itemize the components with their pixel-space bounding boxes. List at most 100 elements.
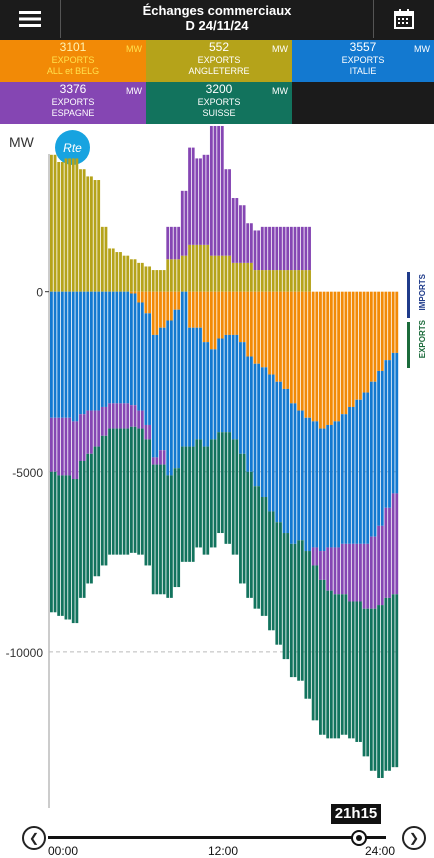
bar-segment xyxy=(133,405,137,427)
bar-segment xyxy=(388,597,391,771)
bar-segment xyxy=(297,540,301,681)
bar-segment xyxy=(315,565,319,721)
bar-segment xyxy=(180,446,184,562)
bar-segment xyxy=(93,446,97,577)
bar-segment xyxy=(282,270,286,292)
bar-segment xyxy=(369,536,373,609)
bar-segment xyxy=(82,291,86,415)
bar-segment xyxy=(199,158,202,245)
slider-handle[interactable] xyxy=(351,830,367,846)
bar-segment xyxy=(199,244,202,292)
bar-segment xyxy=(100,291,104,407)
bar-segment xyxy=(144,313,148,425)
bar-segment xyxy=(231,262,235,292)
slider-track[interactable] xyxy=(48,836,386,839)
bar-segment xyxy=(275,291,279,382)
bar-segment xyxy=(340,414,344,544)
bar-segment xyxy=(89,176,93,292)
tile-empty xyxy=(292,82,434,124)
bar-segment xyxy=(213,439,217,548)
bar-segment xyxy=(162,464,166,595)
tile-country: ANGLETERRE xyxy=(188,66,250,76)
tile-italie[interactable]: 3557 MW EXPORTS ITALIE xyxy=(292,40,434,82)
bar-segment xyxy=(228,255,231,292)
bar-segment xyxy=(137,291,141,303)
y-tick-label: -5000 xyxy=(12,466,43,480)
bar-segment xyxy=(50,154,53,292)
bar-segment xyxy=(297,226,301,271)
bar-segment xyxy=(126,428,130,555)
bar-segment xyxy=(115,428,119,555)
tile-suisse[interactable]: 3200 MW EXPORTS SUISSE xyxy=(146,82,292,124)
bar-segment xyxy=(333,291,337,422)
bar-segment xyxy=(97,180,101,292)
bar-segment xyxy=(217,338,221,433)
exchange-chart: 0 -5000 -10000 xyxy=(6,125,399,808)
next-button[interactable]: ❯ xyxy=(402,826,426,850)
bar-segment xyxy=(239,205,242,263)
bar-segment xyxy=(188,446,191,562)
bar-segment xyxy=(155,464,159,595)
calendar-button[interactable] xyxy=(373,0,434,38)
bar-segment xyxy=(300,291,304,411)
bar-segment xyxy=(351,406,355,544)
bar-segment xyxy=(268,511,271,631)
bar-segment xyxy=(213,255,217,292)
bar-segment xyxy=(220,255,224,292)
tile-espagne[interactable]: 3376 MW EXPORTS ESPAGNE xyxy=(0,82,146,124)
bar-segment xyxy=(257,363,261,487)
bar-segment xyxy=(173,259,177,292)
bar-segment xyxy=(177,259,181,292)
bar-segment xyxy=(57,417,61,476)
bar-segment xyxy=(202,244,206,292)
bar-segment xyxy=(111,428,115,555)
bar-segment xyxy=(231,439,235,555)
bar-segment xyxy=(282,388,286,534)
bar-segment xyxy=(340,594,344,735)
bar-segment xyxy=(126,291,130,404)
bar-segment xyxy=(293,226,297,271)
menu-button[interactable] xyxy=(0,0,61,38)
y-axis-unit: MW xyxy=(9,134,34,150)
tile-country: ITALIE xyxy=(349,66,377,76)
bar-segment xyxy=(82,414,86,461)
bar-segment xyxy=(151,464,155,595)
bar-segment xyxy=(308,226,311,271)
bar-segment xyxy=(140,428,144,555)
bar-segment xyxy=(315,547,319,566)
bar-segment xyxy=(326,590,330,739)
bar-segment xyxy=(268,226,271,271)
imports-arrow-icon xyxy=(407,272,410,318)
exports-arrow-icon xyxy=(407,322,410,368)
bar-segment xyxy=(137,410,141,429)
previous-button[interactable]: ❮ xyxy=(22,826,46,850)
bar-segment xyxy=(388,360,391,508)
tile-angleterre[interactable]: 552 MW EXPORTS ANGLETERRE xyxy=(146,40,292,82)
bar-segment xyxy=(348,291,351,407)
bar-segment xyxy=(257,291,261,364)
bar-segment xyxy=(199,327,202,440)
bar-segment xyxy=(209,125,213,256)
bar-segment xyxy=(373,608,377,771)
tile-all-belg[interactable]: 3101 MW EXPORTS ALL et BELG xyxy=(0,40,146,82)
bar-segment xyxy=(60,475,64,616)
bar-segment xyxy=(104,226,108,292)
bar-segment xyxy=(286,291,290,389)
bar-segment xyxy=(359,543,362,602)
bar-segment xyxy=(249,262,253,292)
bar-segment xyxy=(173,309,177,469)
bar-segment xyxy=(159,450,162,465)
bar-segment xyxy=(137,428,141,555)
bar-segment xyxy=(329,291,333,425)
bar-segment xyxy=(264,497,268,616)
bar-segment xyxy=(224,291,228,335)
bar-segment xyxy=(384,291,388,361)
tick-end: 24:00 xyxy=(365,844,396,858)
bar-segment xyxy=(133,259,137,292)
bar-segment xyxy=(289,291,293,404)
bar-segment xyxy=(177,309,181,469)
bar-segment xyxy=(326,547,330,591)
bar-segment xyxy=(148,439,151,566)
bar-segment xyxy=(169,226,173,260)
bar-segment xyxy=(373,536,377,609)
